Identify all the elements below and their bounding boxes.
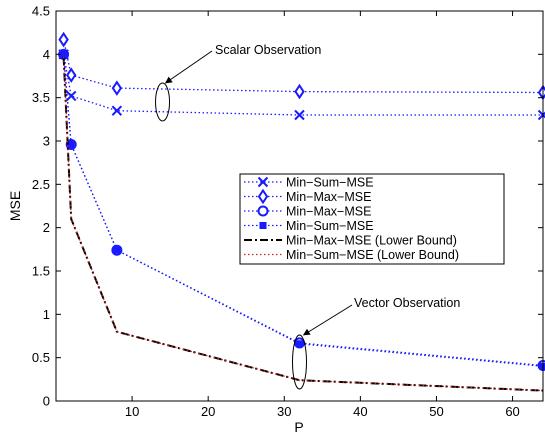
legend-label-2: Min−Max−MSE — [286, 205, 371, 219]
series-line-5 — [62, 56, 544, 392]
legend-label-5: Min−Sum−MSE (Lower Bound) — [286, 248, 459, 262]
series-3-point-0 — [60, 50, 68, 58]
x-tick-label-2: 30 — [277, 404, 291, 419]
y-tick-label-2: 1 — [43, 307, 50, 322]
legend-entry-5: Min−Sum−MSE (Lower Bound) — [244, 248, 459, 262]
x-tick-label-3: 40 — [353, 404, 367, 419]
plot-frame — [55, 10, 544, 402]
x-tick-label-0: 10 — [125, 404, 139, 419]
y-tick-label-8: 4 — [43, 47, 50, 62]
annotation-arrow-vector — [302, 304, 353, 336]
y-tick-label-5: 2.5 — [32, 177, 50, 192]
series-5 — [62, 56, 544, 392]
x-tick-label-4: 50 — [429, 404, 443, 419]
x-tick-label-1: 20 — [201, 404, 215, 419]
series-line-1 — [62, 39, 544, 94]
annotation-labels: Scalar Observation Vector Observation — [215, 43, 460, 310]
legend: Min−Sum−MSEMin−Max−MSEMin−Max−MSEMin−Sum… — [239, 173, 505, 265]
y-tick-label-1: 0.5 — [32, 350, 50, 365]
annotation-scalar-observation: Scalar Observation — [215, 43, 321, 57]
series-1-point-2 — [111, 80, 123, 96]
series-0-point-2 — [111, 105, 123, 116]
y-tick-label-6: 3 — [43, 134, 50, 149]
y-axis-label: MSE — [7, 191, 23, 221]
legend-marker-2 — [257, 205, 269, 217]
x-tick-label-5: 60 — [505, 404, 519, 419]
series-3-point-1 — [67, 140, 75, 148]
y-tick-label-4: 2 — [43, 220, 50, 235]
legend-label-1: Min−Max−MSE — [286, 190, 371, 204]
legend-entry-0: Min−Sum−MSE — [244, 176, 374, 190]
legend-marker-3 — [259, 222, 267, 229]
series-1-point-0 — [58, 31, 69, 48]
annotation-arrow-scalar — [164, 50, 213, 84]
tick-layer: 10 20 30 40 50 60 0 0.5 1 1.5 2 2.5 3 3.5 4 4.5 — [32, 4, 543, 419]
series-3-point-3 — [296, 340, 303, 348]
y-tick-label-0: 0 — [43, 394, 50, 409]
series-1-point-3 — [294, 83, 305, 100]
series-0-point-1 — [66, 90, 77, 102]
legend-marker-1 — [257, 188, 269, 205]
legend-label-4: Min−Max−MSE (Lower Bound) — [286, 234, 457, 248]
series-3-point-2 — [113, 246, 121, 254]
legend-box — [239, 173, 505, 265]
legend-marker-0 — [257, 176, 269, 188]
legend-entry-4: Min−Max−MSE (Lower Bound) — [244, 234, 457, 248]
annotation-shapes — [155, 50, 353, 390]
series-0-point-3 — [294, 109, 305, 121]
legend-label-3: Min−Sum−MSE — [286, 219, 374, 233]
y-tick-label-7: 3.5 — [32, 90, 50, 105]
annotation-vector-observation: Vector Observation — [354, 296, 460, 310]
series-line-3 — [62, 54, 544, 367]
legend-label-0: Min−Sum−MSE — [286, 176, 374, 190]
x-axis-label: P — [294, 419, 303, 435]
series-1-point-1 — [66, 67, 77, 83]
legend-entry-2: Min−Max−MSE — [244, 205, 371, 219]
legend-entry-3: Min−Sum−MSE — [244, 219, 374, 233]
y-tick-label-9: 4.5 — [32, 4, 50, 19]
y-tick-label-3: 1.5 — [32, 264, 50, 279]
annotation-ellipse-vector — [292, 334, 307, 390]
series-line-0 — [62, 54, 543, 116]
annotation-ellipse-scalar — [155, 82, 171, 122]
legend-entry-1: Min−Max−MSE — [244, 188, 371, 205]
